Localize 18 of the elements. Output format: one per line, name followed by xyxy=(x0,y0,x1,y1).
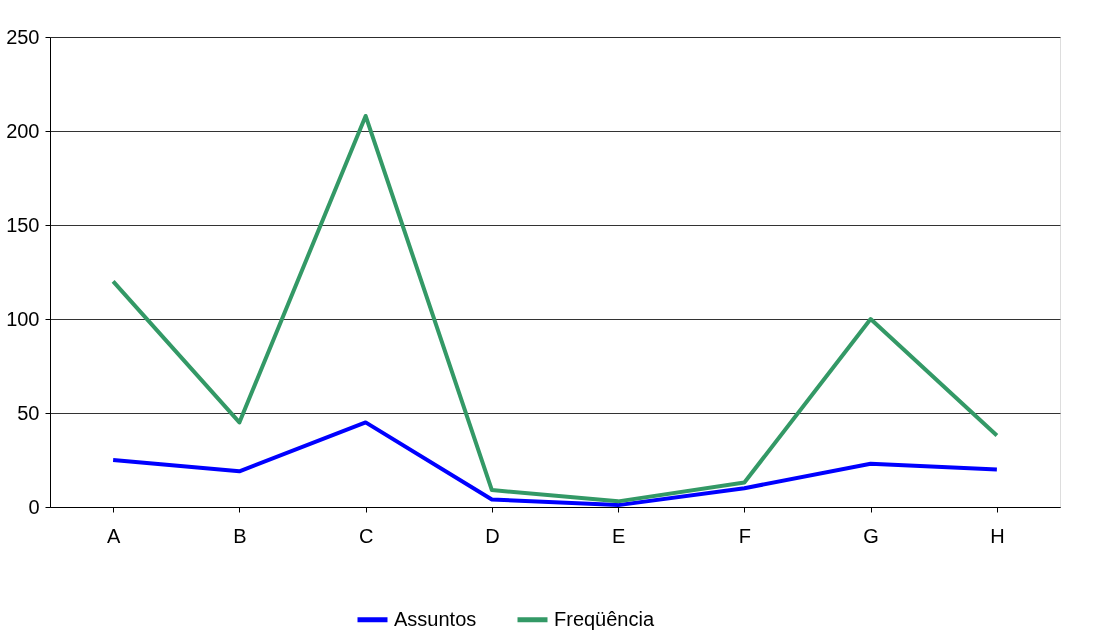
y-tick-label: 0 xyxy=(28,495,40,518)
x-tick-label: D xyxy=(485,524,500,547)
legend-label: Assuntos xyxy=(394,607,477,630)
y-tick-label: 50 xyxy=(17,401,40,424)
x-tick-label: F xyxy=(738,524,751,547)
legend-label: Freqüência xyxy=(554,607,655,630)
y-tick-label: 100 xyxy=(6,307,40,330)
x-tick-label: G xyxy=(863,524,879,547)
line-series xyxy=(111,113,999,504)
x-tick-label: H xyxy=(990,524,1005,547)
x-tick-label: B xyxy=(233,524,247,547)
y-tick-label: 150 xyxy=(6,213,40,236)
x-tick-label: E xyxy=(611,524,626,547)
y-tick-label: 250 xyxy=(6,25,40,48)
line-series xyxy=(111,420,999,508)
x-tick-label: C xyxy=(358,524,374,547)
x-tick-label: A xyxy=(106,524,121,547)
y-tick-label: 200 xyxy=(6,119,40,142)
